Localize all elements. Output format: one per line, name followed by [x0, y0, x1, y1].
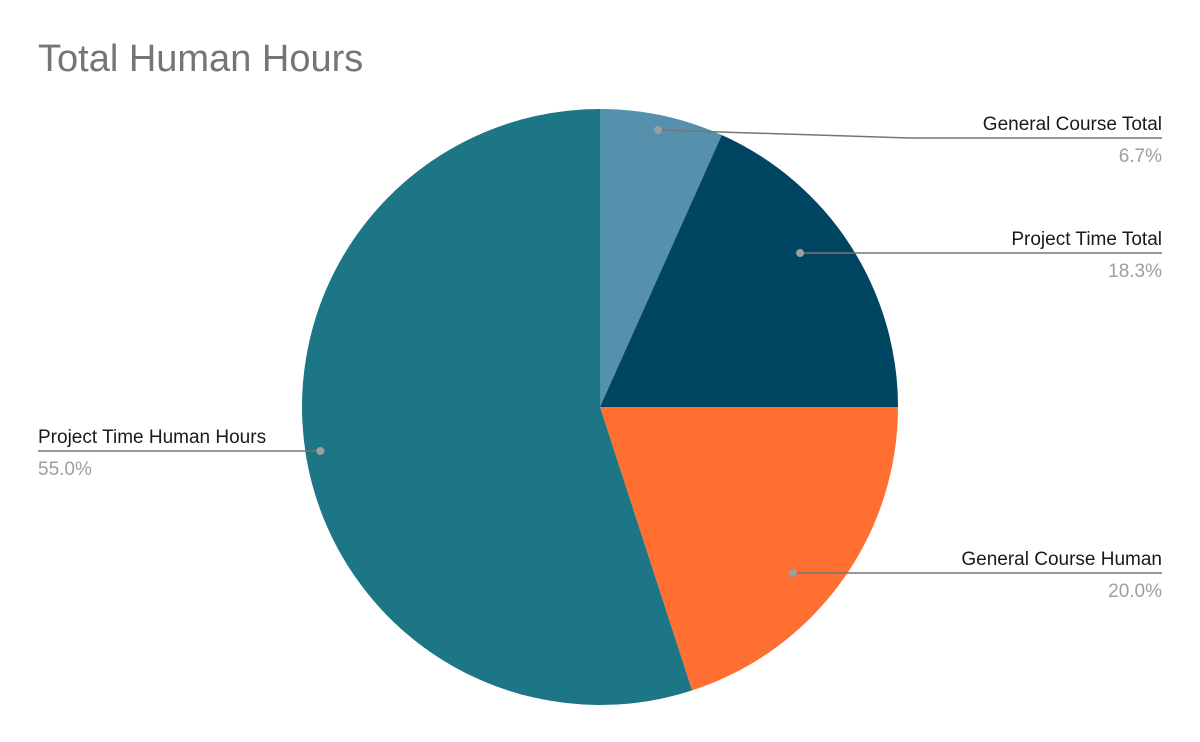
pie-slice [600, 109, 722, 407]
slice-label: General Course Total [983, 114, 1162, 135]
pie-slice [600, 135, 898, 407]
slice-label: General Course Human [961, 549, 1162, 570]
leader-dot [316, 447, 325, 455]
pie-labels: General Course Total 6.7% Project Time Tot… [38, 114, 1162, 602]
slice-label: Project Time Human Hours [38, 427, 266, 448]
pie-slice [302, 109, 693, 705]
pie-slice [600, 407, 898, 691]
slice-percent-label: 18.3% [1108, 261, 1162, 282]
slice-percent-label: 55.0% [38, 459, 92, 480]
slice-label: Project Time Total [1011, 229, 1162, 250]
leader-line [657, 129, 1162, 139]
leader-dot [788, 569, 797, 577]
leader-dot [654, 126, 662, 134]
slice-percent-label: 6.7% [1119, 146, 1162, 167]
chart-title: Total Human Hours [38, 38, 364, 80]
slice-percent-label: 20.0% [1108, 581, 1162, 602]
pie-slices [302, 109, 898, 705]
leader-dot [796, 249, 805, 257]
